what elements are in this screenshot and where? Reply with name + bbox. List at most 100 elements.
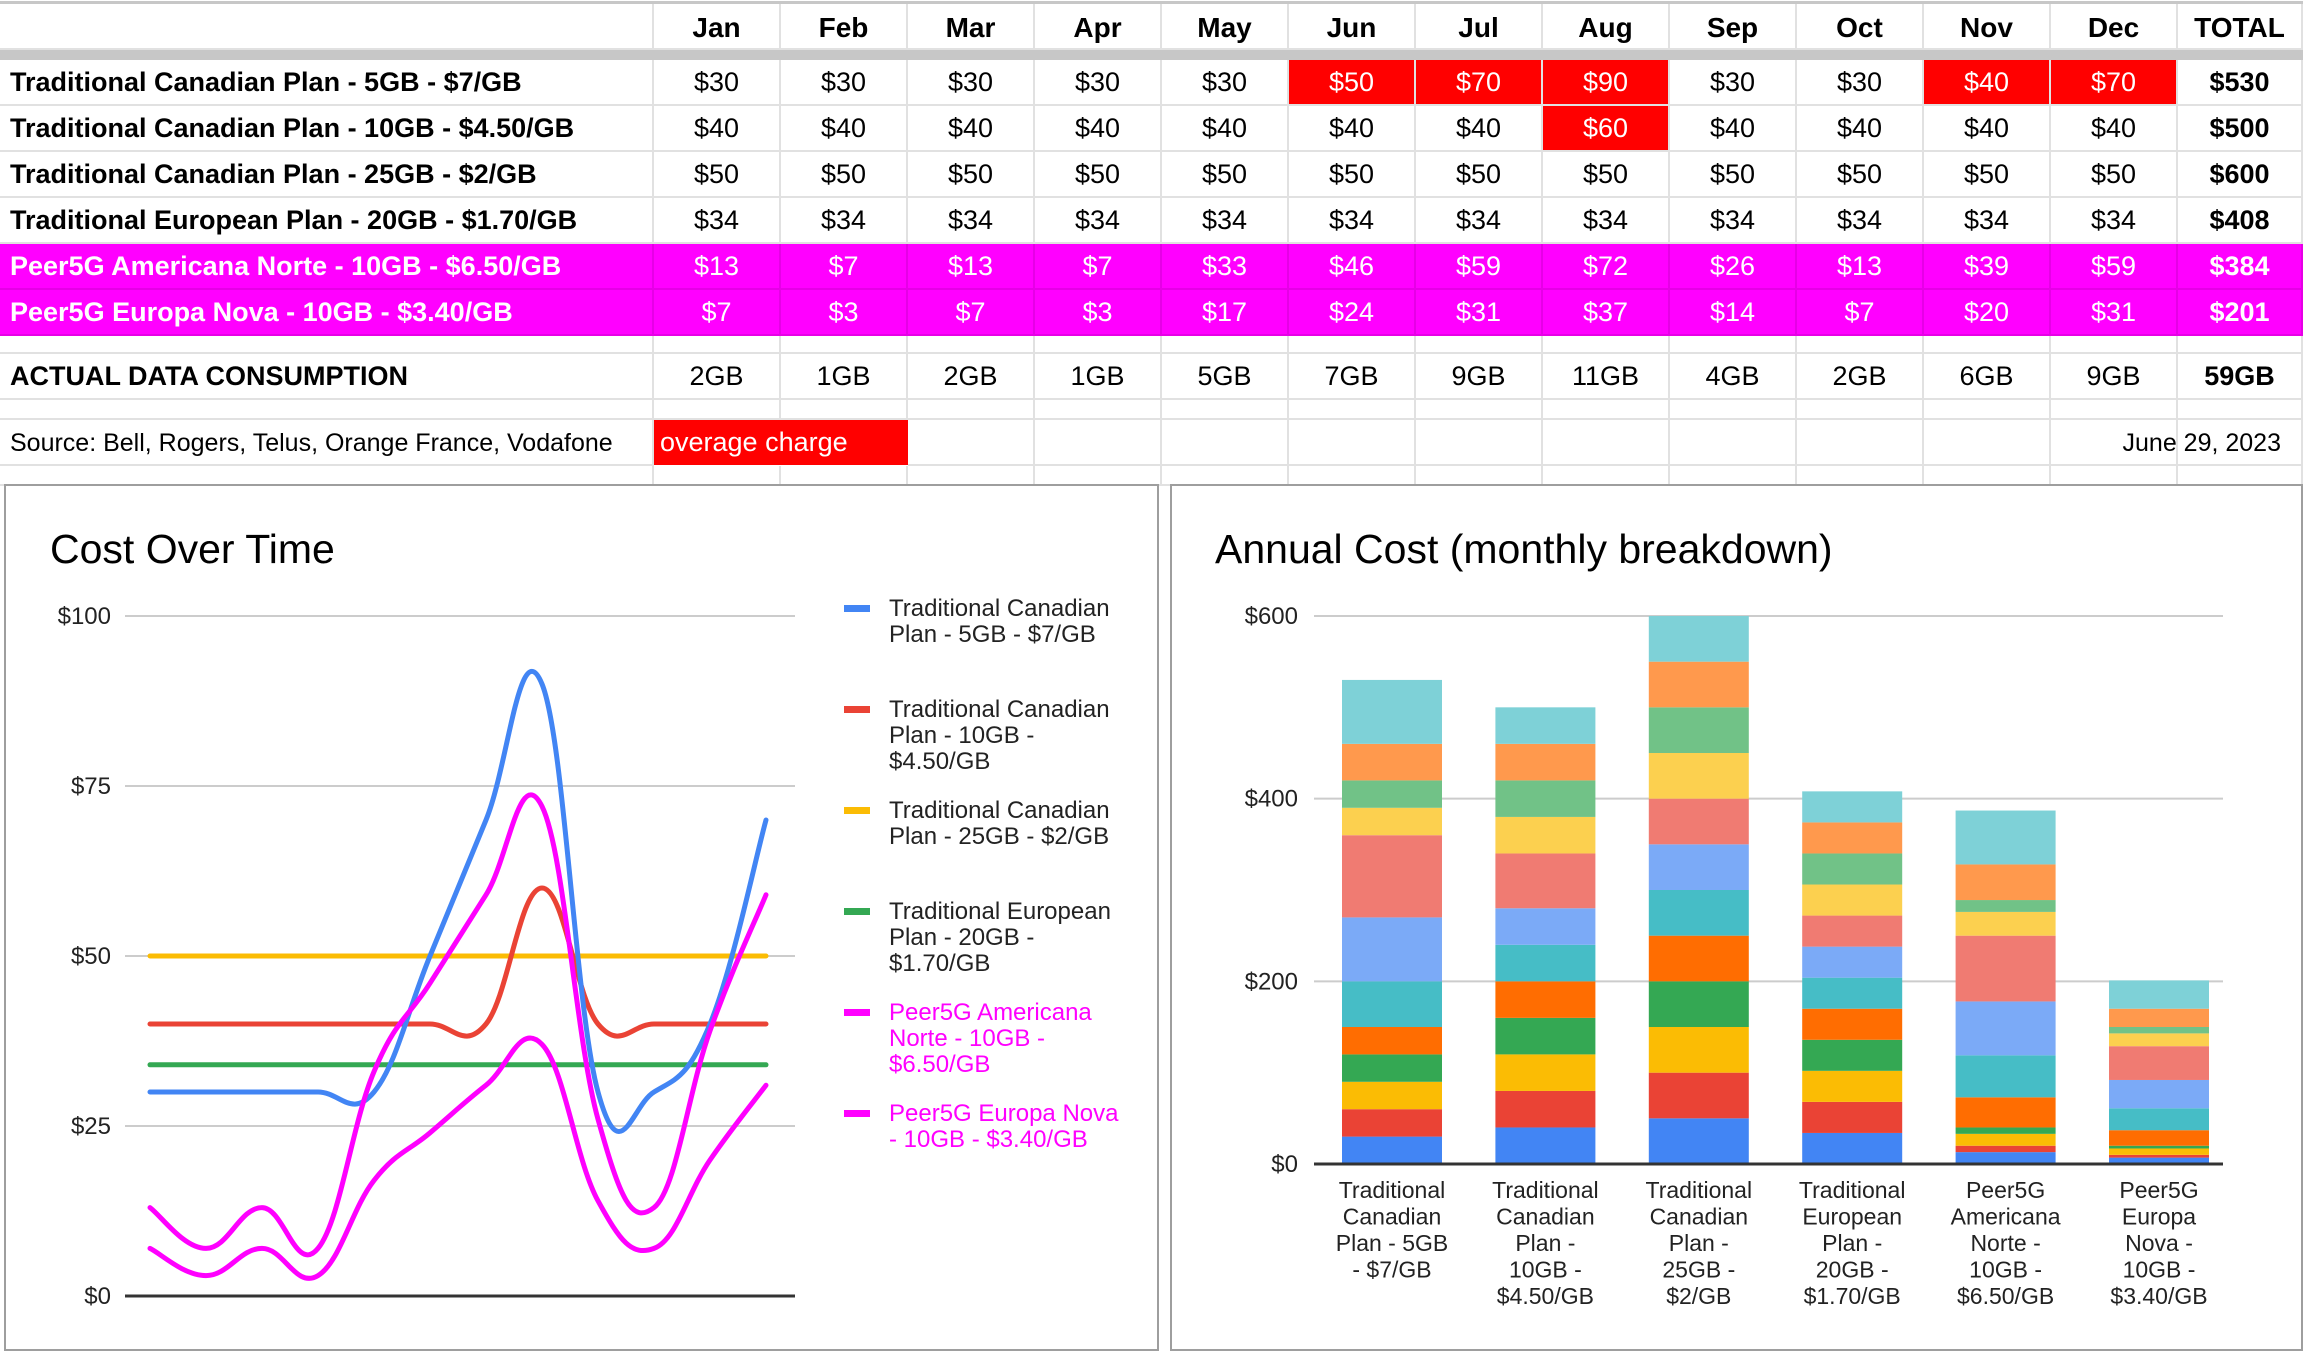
table-cell-cost[interactable]: $40 [1797, 106, 1924, 152]
column-header-may[interactable]: May [1162, 4, 1289, 50]
bar-segment-dec[interactable] [1802, 791, 1903, 823]
blank-cell[interactable] [1924, 400, 2051, 420]
table-cell-cost[interactable]: $34 [781, 198, 908, 244]
blank-cell[interactable] [1035, 400, 1162, 420]
bar-segment-dec[interactable] [1342, 679, 1442, 744]
bar-segment-sep[interactable] [1495, 816, 1596, 854]
row-label-plan[interactable]: Traditional Canadian Plan - 25GB - $2/GB [0, 152, 654, 198]
bar-segment-jul[interactable] [1955, 1001, 2056, 1056]
table-cell-total[interactable]: $384 [2178, 244, 2303, 290]
bar-segment-jan[interactable] [1648, 1118, 1749, 1164]
bar-segment-jun[interactable] [2109, 1108, 2209, 1131]
column-header-sep[interactable]: Sep [1670, 4, 1797, 50]
table-cell-total[interactable]: $408 [2178, 198, 2303, 244]
table-cell-cost[interactable]: $14 [1670, 290, 1797, 336]
table-cell-cost[interactable]: $39 [1924, 244, 2051, 290]
bar-segment-jun[interactable] [1955, 1055, 2056, 1098]
table-cell-cost[interactable]: $40 [2051, 106, 2178, 152]
table-cell-cost[interactable]: $50 [2051, 152, 2178, 198]
blank-cell[interactable] [1162, 336, 1289, 354]
bar-segment-nov[interactable] [1648, 661, 1749, 708]
bar-segment-may[interactable] [1342, 1027, 1442, 1055]
bar-segment-jun[interactable] [1342, 981, 1442, 1027]
table-cell-total[interactable]: $500 [2178, 106, 2303, 152]
blank-cell[interactable] [0, 336, 654, 354]
table-cell-cost[interactable]: $17 [1162, 290, 1289, 336]
bar-segment-mar[interactable] [1342, 1081, 1442, 1110]
bar-segment-jun[interactable] [1495, 944, 1596, 982]
blank-cell[interactable] [1416, 400, 1543, 420]
bar-segment-sep[interactable] [1648, 753, 1749, 799]
blank-cell[interactable] [2051, 466, 2178, 486]
blank-cell[interactable] [1670, 400, 1797, 420]
table-cell-cost[interactable]: $34 [1416, 198, 1543, 244]
source-cell[interactable] [0, 420, 654, 466]
blank-cell[interactable] [1162, 400, 1289, 420]
blank-cell[interactable] [2178, 400, 2303, 420]
column-header-total[interactable]: TOTAL [2178, 4, 2303, 50]
column-header-jun[interactable]: Jun [1289, 4, 1416, 50]
table-cell-cost[interactable]: $50 [908, 152, 1035, 198]
blank-cell[interactable] [781, 336, 908, 354]
row-label-plan[interactable]: Traditional Canadian Plan - 5GB - $7/GB [0, 60, 654, 106]
table-cell-cost[interactable]: $31 [2051, 290, 2178, 336]
bar-segment-jul[interactable] [1648, 844, 1749, 890]
column-header-aug[interactable]: Aug [1543, 4, 1670, 50]
legend-item[interactable]: Traditional Canadian Plan - 10GB - $4.50… [844, 697, 1119, 775]
table-cell-consumption[interactable]: 9GB [1416, 354, 1543, 400]
bar-segment-sep[interactable] [1802, 884, 1903, 916]
table-cell-cost[interactable]: $3 [1035, 290, 1162, 336]
table-cell-total[interactable]: $530 [2178, 60, 2303, 106]
blank-cell[interactable] [1035, 336, 1162, 354]
blank-cell[interactable] [1289, 336, 1416, 354]
blank-cell[interactable] [781, 466, 908, 486]
table-cell-cost[interactable]: $7 [1035, 244, 1162, 290]
table-cell-consumption[interactable]: 9GB [2051, 354, 2178, 400]
table-cell-cost[interactable]: $34 [1924, 198, 2051, 244]
blank-cell[interactable] [1670, 336, 1797, 354]
table-cell-cost[interactable]: $50 [1289, 60, 1416, 106]
table-cell-cost[interactable]: $34 [2051, 198, 2178, 244]
table-cell-cost[interactable]: $30 [1797, 60, 1924, 106]
table-cell-cost[interactable]: $40 [1670, 106, 1797, 152]
bar-segment-jan[interactable] [1495, 1127, 1596, 1164]
table-cell-consumption[interactable]: 4GB [1670, 354, 1797, 400]
blank-cell[interactable] [1416, 466, 1543, 486]
row-label-plan[interactable]: Peer5G Americana Norte - 10GB - $6.50/GB [0, 244, 654, 290]
table-cell-cost[interactable]: $34 [1162, 198, 1289, 244]
table-cell-cost[interactable]: $34 [1797, 198, 1924, 244]
table-cell-cost[interactable]: $30 [654, 60, 781, 106]
column-header-apr[interactable]: Apr [1035, 4, 1162, 50]
table-cell-cost[interactable]: $7 [781, 244, 908, 290]
blank-cell[interactable] [2178, 420, 2303, 466]
blank-cell[interactable] [0, 466, 654, 486]
blank-cell[interactable] [1797, 336, 1924, 354]
bar-segment-nov[interactable] [1802, 822, 1903, 854]
table-cell-cost[interactable]: $13 [908, 244, 1035, 290]
table-cell-cost[interactable]: $34 [1289, 198, 1416, 244]
bar-segment-apr[interactable] [2109, 1145, 2209, 1149]
bar-segment-apr[interactable] [1648, 981, 1749, 1027]
bar-segment-may[interactable] [1955, 1097, 2056, 1128]
bar-segment-aug[interactable] [1495, 853, 1596, 909]
bar-segment-apr[interactable] [1955, 1127, 2056, 1134]
table-cell-cost[interactable]: $40 [1924, 106, 2051, 152]
table-cell-cost[interactable]: $50 [1416, 152, 1543, 198]
table-cell-cost[interactable]: $90 [1543, 60, 1670, 106]
table-cell-cost[interactable]: $40 [908, 106, 1035, 152]
table-cell-cost[interactable]: $13 [1797, 244, 1924, 290]
table-cell-cost[interactable]: $7 [654, 290, 781, 336]
blank-cell[interactable] [2178, 336, 2303, 354]
blank-cell[interactable] [2051, 400, 2178, 420]
bar-segment-oct[interactable] [1648, 707, 1749, 753]
blank-cell[interactable] [781, 400, 908, 420]
bar-segment-jan[interactable] [1342, 1136, 1442, 1164]
column-header-oct[interactable]: Oct [1797, 4, 1924, 50]
blank-cell[interactable] [2051, 420, 2178, 466]
table-cell-cost[interactable]: $40 [1416, 106, 1543, 152]
legend-item[interactable]: Peer5G Americana Norte - 10GB - $6.50/GB [844, 1000, 1119, 1078]
bar-segment-sep[interactable] [1955, 911, 2056, 936]
table-cell-cost[interactable]: $3 [781, 290, 908, 336]
table-cell-consumption[interactable]: 2GB [1797, 354, 1924, 400]
row-label-consumption[interactable]: ACTUAL DATA CONSUMPTION [0, 354, 654, 400]
